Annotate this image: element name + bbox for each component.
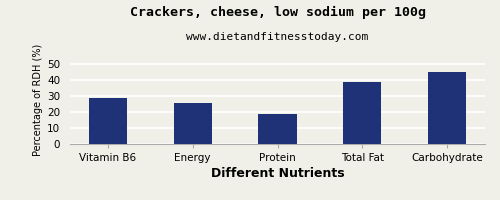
Bar <box>174 103 212 144</box>
Bar <box>258 114 296 144</box>
Text: www.dietandfitnesstoday.com: www.dietandfitnesstoday.com <box>186 32 368 42</box>
Bar <box>89 98 127 144</box>
X-axis label: Different Nutrients: Different Nutrients <box>210 167 344 180</box>
Bar <box>428 72 466 144</box>
Bar <box>343 82 382 144</box>
Text: Crackers, cheese, low sodium per 100g: Crackers, cheese, low sodium per 100g <box>130 6 426 19</box>
Y-axis label: Percentage of RDH (%): Percentage of RDH (%) <box>33 44 43 156</box>
